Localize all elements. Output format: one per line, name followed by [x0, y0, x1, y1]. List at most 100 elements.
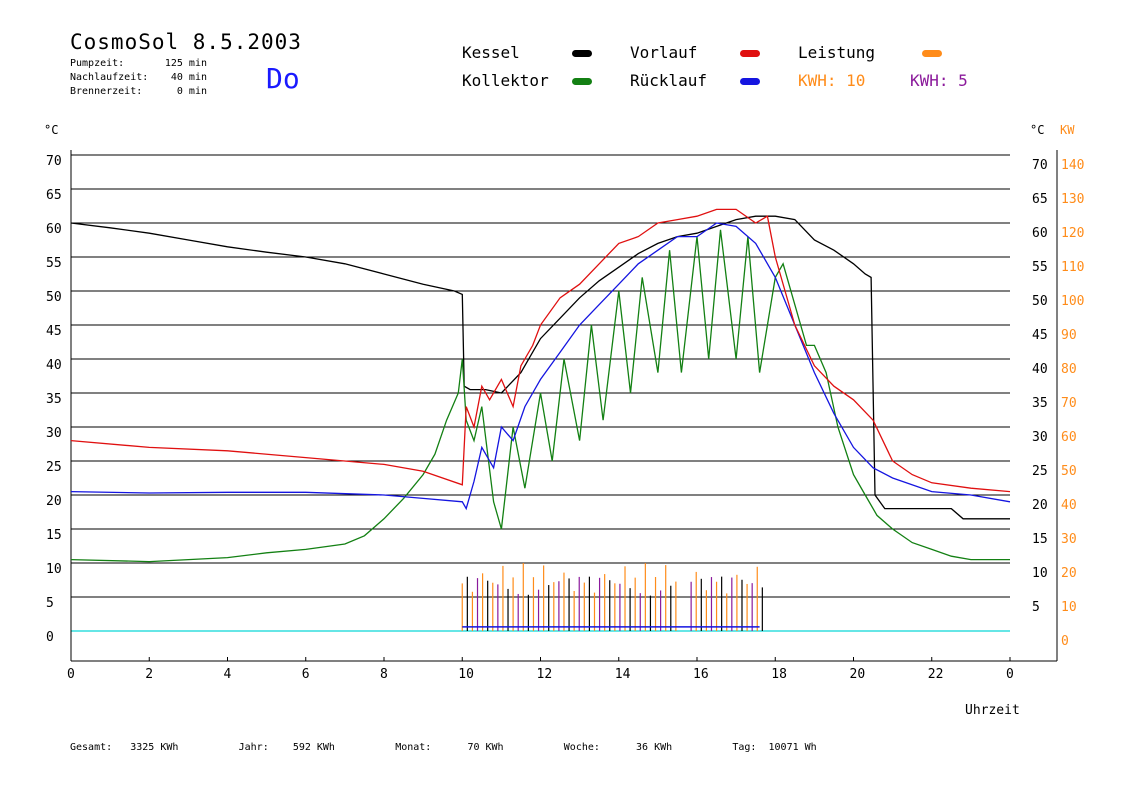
y-right-power-tick-label: 30	[1061, 532, 1077, 547]
y-right-power-tick-label: 130	[1061, 192, 1084, 207]
chart-title: CosmoSol 8.5.2003	[70, 30, 302, 54]
y-right-tick-label: 35	[1032, 396, 1048, 411]
y-right-tick-label: 30	[1032, 430, 1048, 445]
y-left-tick-label: 65	[46, 188, 62, 203]
stat-tag-label: Tag:	[732, 742, 757, 753]
y-right-tick-label: 70	[1032, 158, 1048, 173]
y-right-power-tick-label: 0	[1061, 634, 1069, 649]
y-left-tick-label: 15	[46, 528, 62, 543]
legend-ruecklauf-label: Rücklauf	[630, 71, 708, 90]
y-left-tick-label: 30	[46, 426, 62, 441]
legend-kessel-swatch	[572, 50, 592, 57]
y-right-tick-label: 45	[1032, 328, 1048, 343]
y-left-tick-label: 35	[46, 392, 62, 407]
legend-ruecklauf-swatch	[740, 78, 760, 85]
x-tick-label: 0	[67, 667, 75, 682]
y-right-tick-label: 20	[1032, 498, 1048, 513]
y-left-unit: °C	[44, 123, 58, 137]
info-value: 0 min	[176, 86, 207, 97]
legend-kessel-label: Kessel	[462, 43, 520, 62]
weekday-label: Do	[266, 62, 300, 95]
stat-tag-value: 10071 Wh	[768, 742, 817, 753]
x-tick-label: 2	[145, 667, 153, 682]
legend-leistung-label: Leistung	[798, 43, 876, 62]
x-tick-label: 0	[1006, 667, 1014, 682]
info-label: Nachlaufzeit:	[70, 72, 149, 83]
info-label: Brennerzeit:	[70, 86, 143, 97]
x-tick-label: 16	[693, 667, 709, 682]
stat-woche-label: Woche:	[563, 742, 600, 753]
y-right-power-tick-label: 10	[1061, 600, 1077, 615]
x-tick-label: 18	[771, 667, 787, 682]
stat-gesamt-label: Gesamt:	[70, 742, 113, 753]
y-right-power-tick-label: 50	[1061, 464, 1077, 479]
y-right-power-tick-label: 120	[1061, 226, 1084, 241]
y-right-power-tick-label: 100	[1061, 294, 1084, 309]
series-line-kessel	[70, 215, 1010, 520]
info-nachlaufzeit: Nachlaufzeit: 40 min	[70, 72, 207, 83]
y-right-power-tick-label: 140	[1061, 158, 1084, 173]
legend-leistung-swatch	[922, 50, 942, 57]
x-tick-label: 22	[928, 667, 944, 682]
x-tick-label: 20	[850, 667, 866, 682]
legend-kwh-purple: KWH: 5	[910, 71, 968, 90]
legend-kwh-orange: KWH: 10	[798, 71, 866, 90]
x-tick-label: 4	[224, 667, 232, 682]
series-lines	[70, 208, 1011, 563]
x-tick-label: 6	[302, 667, 310, 682]
y-left-tick-label: 55	[46, 256, 62, 271]
grid-lines	[71, 154, 1010, 632]
stat-woche-value: 36 KWh	[636, 742, 673, 753]
series-line-vorlauf	[70, 208, 1011, 493]
stat-monat-value: 70 KWh	[467, 742, 504, 753]
x-tick-label: 14	[615, 667, 631, 682]
stats-bar: Gesamt: 3325 KWh Jahr: 592 KWh Monat: 70…	[70, 742, 817, 753]
y-right-tick-label: 25	[1032, 464, 1048, 479]
info-pumpzeit: Pumpzeit: 125 min	[70, 58, 207, 69]
y-right-tick-label: 5	[1032, 600, 1040, 615]
y-left-tick-label: 70	[46, 154, 62, 169]
info-brennerzeit: Brennerzeit: 0 min	[70, 86, 207, 97]
stat-jahr-value: 592 KWh	[292, 742, 335, 753]
series-line-kollektor	[70, 229, 1010, 563]
tick-labels: 0510152025303540455055606570510152025303…	[46, 154, 1084, 682]
power-bars	[461, 563, 763, 631]
stat-monat-label: Monat:	[395, 742, 432, 753]
y-right-tick-label: 65	[1032, 192, 1048, 207]
y-left-tick-label: 20	[46, 494, 62, 509]
y-right-tick-label: 15	[1032, 532, 1048, 547]
legend-kollektor-swatch	[572, 78, 592, 85]
y-right-tick-label: 40	[1032, 362, 1048, 377]
legend-vorlauf-label: Vorlauf	[630, 43, 698, 62]
y-left-tick-label: 40	[46, 358, 62, 373]
y-right-tick-label: 55	[1032, 260, 1048, 275]
y-left-tick-label: 5	[46, 596, 54, 611]
y-left-tick-label: 50	[46, 290, 62, 305]
y-right-power-tick-label: 110	[1061, 260, 1084, 275]
stat-gesamt-value: 3325 KWh	[130, 742, 179, 753]
y-right-temp-unit: °C	[1030, 123, 1044, 137]
info-label: Pumpzeit:	[70, 58, 125, 69]
info-value: 125 min	[164, 58, 207, 69]
legend-kollektor-label: Kollektor	[462, 71, 549, 90]
y-right-power-tick-label: 80	[1061, 362, 1077, 377]
x-axis-label: Uhrzeit	[965, 703, 1020, 718]
y-left-tick-label: 60	[46, 222, 62, 237]
x-tick-label: 10	[458, 667, 474, 682]
y-left-tick-label: 45	[46, 324, 62, 339]
y-left-tick-label: 25	[46, 460, 62, 475]
x-tick-label: 8	[380, 667, 388, 682]
y-right-tick-label: 50	[1032, 294, 1048, 309]
y-right-power-tick-label: 40	[1061, 498, 1077, 513]
y-left-tick-label: 0	[46, 630, 54, 645]
y-right-power-tick-label: 90	[1061, 328, 1077, 343]
y-left-tick-label: 10	[46, 562, 62, 577]
x-tick-label: 12	[537, 667, 553, 682]
legend-vorlauf-swatch	[740, 50, 760, 57]
series-line-rücklauf	[70, 222, 1011, 511]
info-value: 40 min	[170, 72, 207, 83]
y-right-power-tick-label: 60	[1061, 430, 1077, 445]
y-right-power-unit: KW	[1060, 123, 1075, 137]
y-right-tick-label: 60	[1032, 226, 1048, 241]
